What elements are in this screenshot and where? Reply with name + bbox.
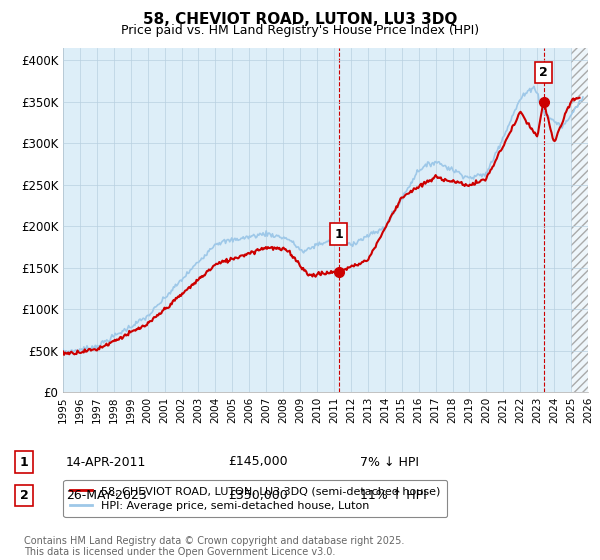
Legend: 58, CHEVIOT ROAD, LUTON, LU3 3DQ (semi-detached house), HPI: Average price, semi: 58, CHEVIOT ROAD, LUTON, LU3 3DQ (semi-d… (64, 479, 447, 517)
Text: £350,000: £350,000 (228, 489, 288, 502)
Text: 26-MAY-2023: 26-MAY-2023 (66, 489, 147, 502)
Text: 1: 1 (334, 228, 343, 241)
Text: 7% ↓ HPI: 7% ↓ HPI (360, 455, 419, 469)
Text: 2: 2 (539, 66, 548, 79)
Bar (571, 48, 588, 392)
Text: 2: 2 (20, 489, 28, 502)
Text: Price paid vs. HM Land Registry's House Price Index (HPI): Price paid vs. HM Land Registry's House … (121, 24, 479, 37)
Text: 14-APR-2011: 14-APR-2011 (66, 455, 146, 469)
Text: 1: 1 (20, 455, 28, 469)
Text: Contains HM Land Registry data © Crown copyright and database right 2025.
This d: Contains HM Land Registry data © Crown c… (24, 535, 404, 557)
Text: 58, CHEVIOT ROAD, LUTON, LU3 3DQ: 58, CHEVIOT ROAD, LUTON, LU3 3DQ (143, 12, 457, 27)
Text: 11% ↑ HPI: 11% ↑ HPI (360, 489, 427, 502)
Text: £145,000: £145,000 (228, 455, 287, 469)
Bar (571, 48, 588, 392)
